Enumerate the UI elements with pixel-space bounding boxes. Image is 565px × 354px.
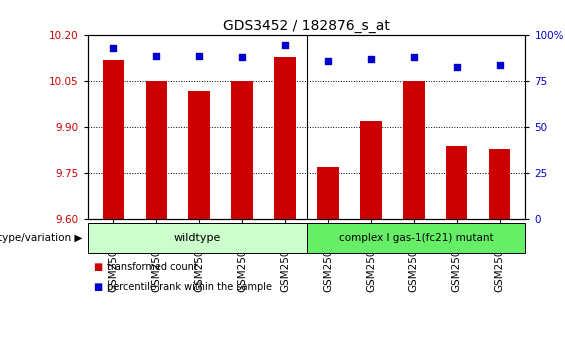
Text: complex I gas-1(fc21) mutant: complex I gas-1(fc21) mutant <box>338 233 493 243</box>
Bar <box>360 121 381 219</box>
Point <box>366 57 375 62</box>
Point <box>323 58 332 64</box>
Point <box>452 64 461 69</box>
Point <box>109 45 118 51</box>
Text: genotype/variation ▶: genotype/variation ▶ <box>0 233 82 243</box>
Point <box>152 53 161 58</box>
Point <box>409 55 418 60</box>
Bar <box>232 81 253 219</box>
Bar <box>489 149 510 219</box>
Text: ■: ■ <box>93 282 102 292</box>
Text: transformed count: transformed count <box>107 262 198 272</box>
Point <box>281 42 290 47</box>
Bar <box>275 57 296 219</box>
Bar <box>189 91 210 219</box>
Text: percentile rank within the sample: percentile rank within the sample <box>107 282 272 292</box>
Text: ■: ■ <box>93 262 102 272</box>
Point <box>495 62 504 68</box>
Title: GDS3452 / 182876_s_at: GDS3452 / 182876_s_at <box>223 19 390 33</box>
Bar <box>403 81 424 219</box>
Point <box>195 53 204 58</box>
Bar <box>103 60 124 219</box>
Bar <box>317 167 338 219</box>
Bar <box>446 146 467 219</box>
Point <box>238 55 247 60</box>
Text: wildtype: wildtype <box>173 233 221 243</box>
Bar <box>146 81 167 219</box>
